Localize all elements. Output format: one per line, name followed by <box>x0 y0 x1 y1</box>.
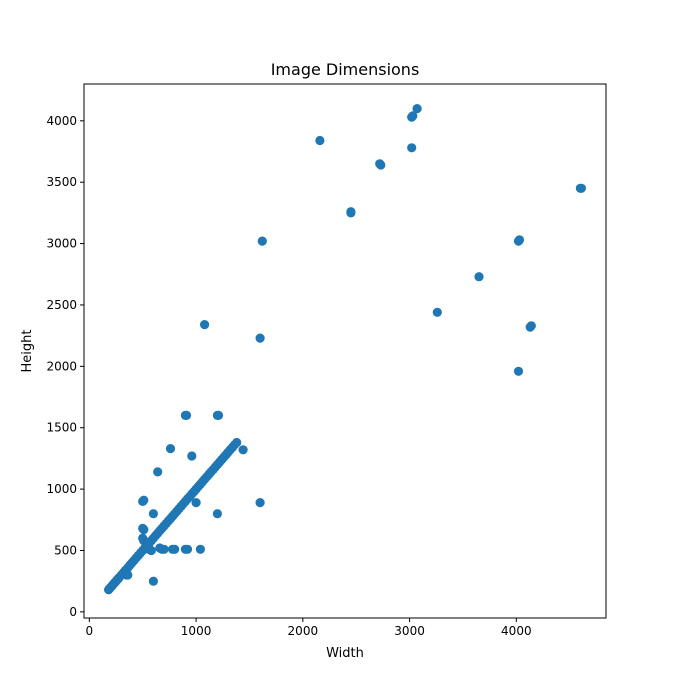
x-tick-label: 4000 <box>501 624 532 638</box>
data-point <box>408 111 418 121</box>
data-point <box>159 544 169 554</box>
x-tick-label: 2000 <box>288 624 319 638</box>
data-point <box>139 495 149 505</box>
data-point <box>255 498 265 508</box>
y-tick-label: 0 <box>69 605 77 619</box>
data-point <box>432 307 442 317</box>
data-point <box>257 236 267 246</box>
data-point <box>139 525 149 535</box>
data-point <box>181 410 192 420</box>
chart-title: Image Dimensions <box>271 60 420 79</box>
data-point <box>213 410 224 420</box>
y-tick-label: 4000 <box>46 114 77 128</box>
data-point <box>187 451 197 461</box>
x-axis-label: Width <box>326 646 364 661</box>
data-point <box>526 321 536 331</box>
y-tick-label: 3500 <box>46 175 77 189</box>
data-point <box>182 544 193 554</box>
data-point <box>514 235 525 245</box>
data-point <box>146 545 156 556</box>
data-point <box>153 467 163 477</box>
y-tick-label: 2500 <box>46 298 77 312</box>
data-points <box>104 104 587 595</box>
data-point <box>165 444 176 454</box>
data-point <box>474 272 484 282</box>
data-point <box>123 570 133 580</box>
x-tick-label: 0 <box>86 624 94 638</box>
data-point <box>238 445 248 455</box>
data-point <box>200 320 210 330</box>
data-point <box>255 333 265 343</box>
data-point <box>513 366 524 376</box>
y-tick-label: 2000 <box>46 359 77 373</box>
y-tick-label: 1000 <box>46 482 77 496</box>
data-point <box>232 437 242 448</box>
data-point <box>407 143 417 153</box>
data-point <box>191 498 201 508</box>
data-point <box>148 576 158 586</box>
data-point <box>170 544 180 554</box>
x-tick-label: 3000 <box>394 624 425 638</box>
data-point <box>412 104 422 114</box>
data-point <box>212 509 222 519</box>
data-point <box>346 208 356 218</box>
y-axis-label: Height <box>20 330 35 373</box>
y-tick-label: 1500 <box>46 421 77 435</box>
axis-ticks: 0 1000 2000 3000 4000 0 500 1000 1500 2000 2500 300… <box>46 114 531 638</box>
y-tick-label: 500 <box>54 543 77 557</box>
x-tick-label: 1000 <box>181 624 212 638</box>
data-point <box>148 509 158 519</box>
data-point <box>195 544 205 554</box>
data-point <box>376 160 386 170</box>
data-point <box>315 135 325 146</box>
plot-frame <box>83 83 607 619</box>
data-point <box>576 183 587 193</box>
y-tick-label: 3000 <box>46 237 77 251</box>
